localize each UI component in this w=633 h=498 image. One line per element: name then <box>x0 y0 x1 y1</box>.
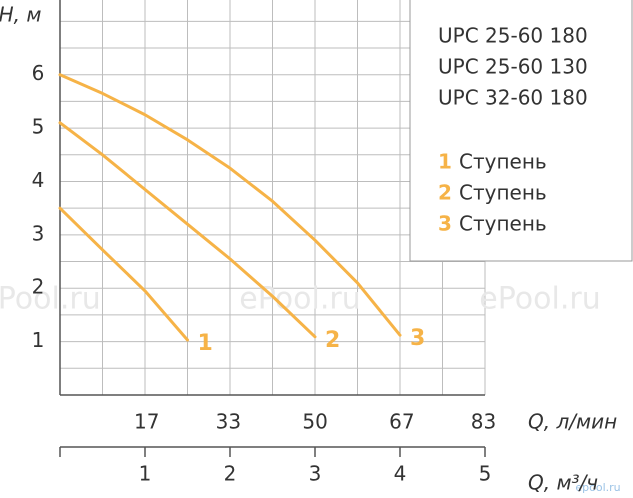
watermark: ePool.ru <box>0 282 101 317</box>
x2-tick-label: 17 <box>134 410 159 434</box>
curve-label: 1 <box>198 331 213 356</box>
legend-number: 2 <box>438 181 452 205</box>
watermark: epool.ru <box>575 481 620 494</box>
x-tick-label: 5 <box>479 462 492 486</box>
x2-tick-label: 67 <box>389 410 414 434</box>
x-tick-label: 1 <box>139 462 152 486</box>
legend-label: Ступень <box>459 212 547 236</box>
watermark: ePool.ru <box>239 282 360 317</box>
curve-label: 2 <box>325 328 340 353</box>
legend-label: Ступень <box>459 181 547 205</box>
curve-label: 3 <box>410 326 425 351</box>
x-tick-label: 4 <box>394 462 407 486</box>
legend-box <box>409 0 633 262</box>
x-tick-label: 2 <box>224 462 237 486</box>
legend-model: UPC 25-60 130 <box>438 55 588 79</box>
legend-number: 1 <box>438 150 452 174</box>
legend-number: 3 <box>438 212 452 236</box>
x2-tick-label: 83 <box>471 410 496 434</box>
legend-model: UPC 32-60 180 <box>438 86 588 110</box>
curve <box>58 73 402 337</box>
x-tick-label: 3 <box>309 462 322 486</box>
y-tick-label: 3 <box>32 221 45 245</box>
curve <box>58 121 317 339</box>
curve <box>58 206 189 342</box>
y-tick-label: 4 <box>32 168 45 192</box>
y-tick-label: 5 <box>32 115 45 139</box>
x2-tick-label: 33 <box>216 410 241 434</box>
y-tick-label: 6 <box>32 61 45 85</box>
x-axis-label: Q, м³/ч <box>528 471 598 495</box>
legend-label: Ступень <box>459 150 547 174</box>
y-axis-label: H, м <box>0 3 41 27</box>
x2-axis-label: Q, л/мин <box>528 410 617 434</box>
x2-tick-label: 50 <box>302 410 327 434</box>
y-tick-label: 1 <box>32 328 45 352</box>
legend-model: UPC 25-60 180 <box>438 24 588 48</box>
y-tick-label: 2 <box>32 275 45 299</box>
watermark: ePool.ru <box>479 282 600 317</box>
